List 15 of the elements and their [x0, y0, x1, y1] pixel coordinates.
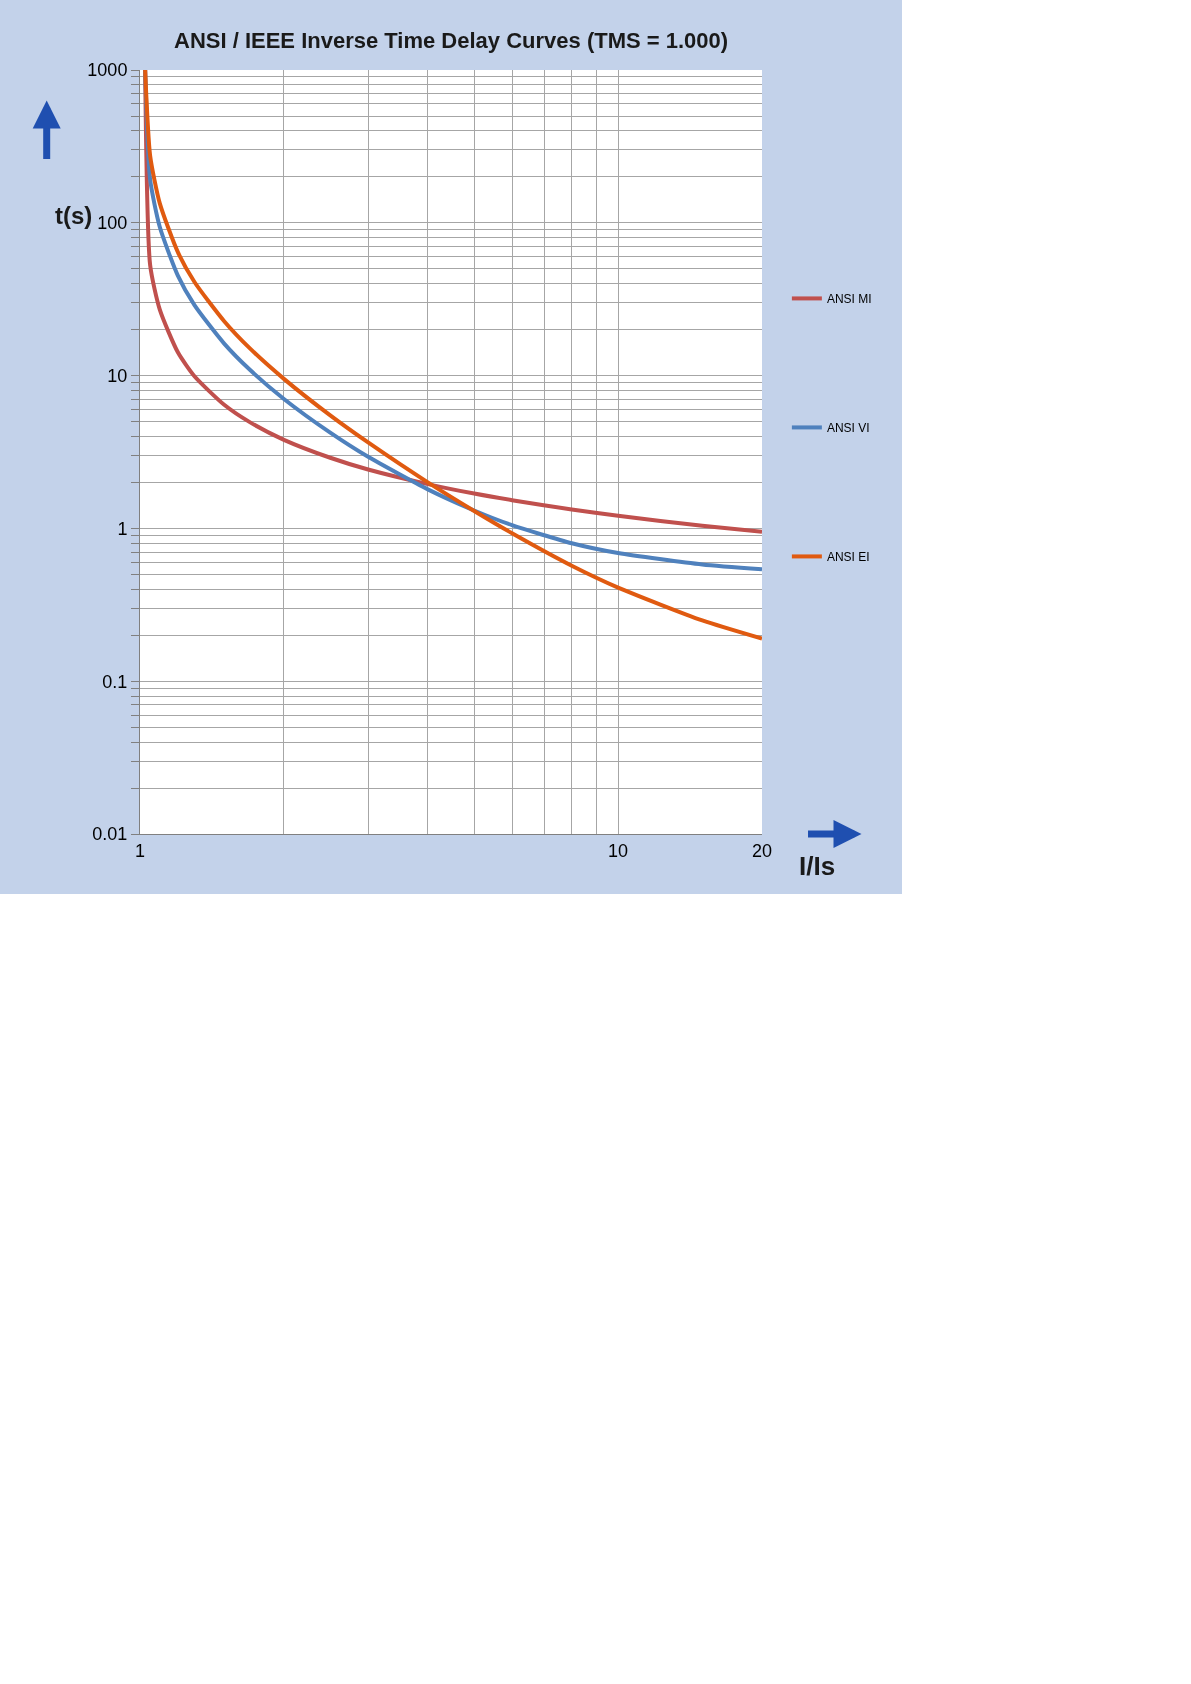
x-tick-label: 1 [134, 840, 146, 861]
legend-label: ANSI MI [826, 292, 872, 307]
x-tick-label: 10 [608, 840, 629, 861]
y-tick-label: 1 [117, 518, 128, 539]
y-tick-label: 0.1 [102, 671, 128, 692]
y-tick-label: 10 [107, 365, 128, 386]
x-tick-label: 20 [751, 840, 773, 861]
legend-label: ANSI EI [826, 550, 870, 565]
y-tick-label: 0.01 [92, 824, 128, 845]
chart-title: ANSI / IEEE Inverse Time Delay Curves (TMS = 1.000) [174, 28, 729, 53]
legend-label: ANSI VI [826, 421, 870, 436]
y-tick-label: 1000 [87, 60, 128, 81]
y-tick-label: 100 [97, 213, 128, 234]
y-axis-title: t(s) [55, 202, 93, 229]
x-axis-title: I/Is [799, 851, 836, 881]
